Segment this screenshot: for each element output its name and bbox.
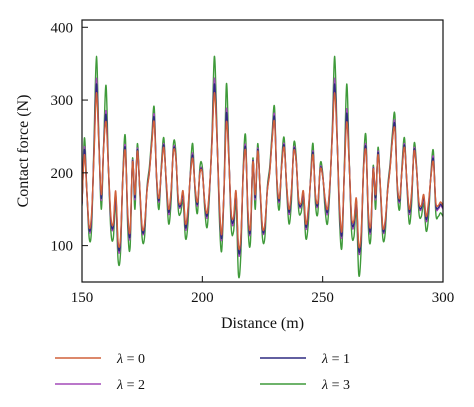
x-tick-label-1: 200 bbox=[191, 290, 214, 306]
plot-lines bbox=[82, 55, 443, 279]
plot-frame bbox=[81, 19, 444, 283]
y-axis-title: Contact force (N) bbox=[15, 95, 32, 208]
y-tick-label-2: 300 bbox=[51, 93, 74, 109]
x-tick-label-0: 150 bbox=[71, 290, 94, 306]
legend-label-1: λ = 1 bbox=[321, 352, 350, 367]
legend-label-3: λ = 3 bbox=[321, 378, 350, 393]
series-line-0 bbox=[82, 92, 443, 251]
legend-label-2: λ = 2 bbox=[116, 378, 145, 393]
legend: λ = 0 λ = 1 λ = 2 λ = 3 bbox=[55, 352, 350, 393]
y-tick-label-3: 400 bbox=[51, 20, 74, 36]
x-axis-title: Distance (m) bbox=[221, 315, 304, 332]
y-tick-label-1: 200 bbox=[51, 166, 74, 182]
legend-label-0: λ = 0 bbox=[116, 352, 145, 367]
x-tick-label-2: 250 bbox=[311, 290, 334, 306]
axis-tick-labels: 150 200 250 300 100 200 300 400 bbox=[51, 20, 455, 306]
axis-ticks bbox=[81, 26, 444, 282]
y-tick-label-0: 100 bbox=[51, 239, 74, 255]
x-tick-label-3: 300 bbox=[432, 290, 455, 306]
